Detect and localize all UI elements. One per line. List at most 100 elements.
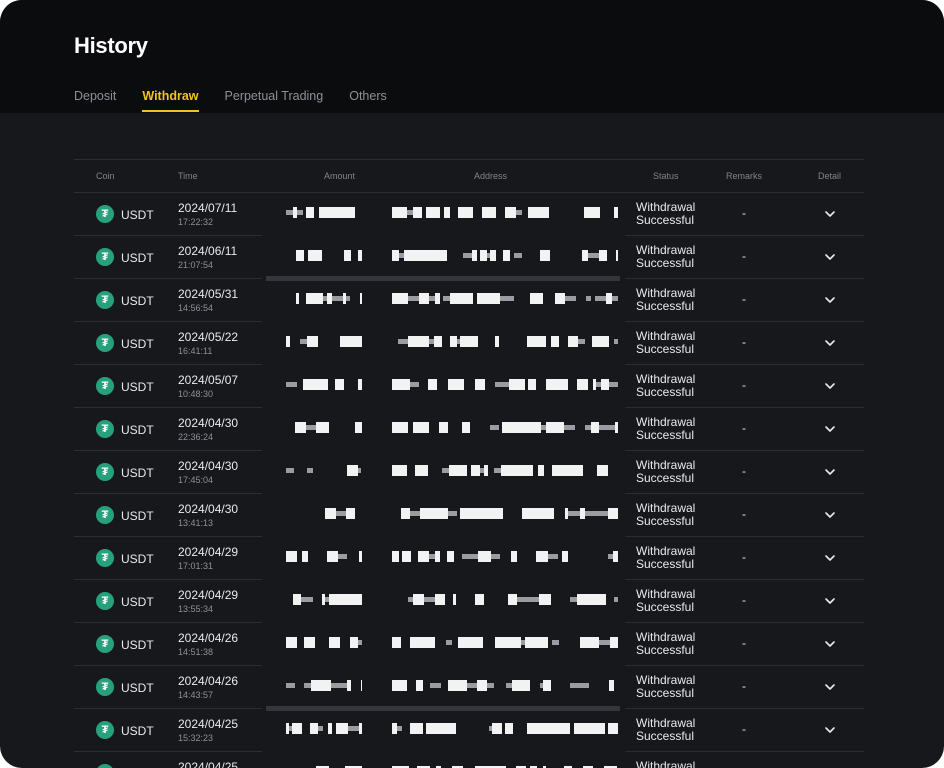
status-line: Withdrawal: [636, 200, 696, 214]
redacted-pixel: [494, 468, 501, 473]
chevron-down-icon[interactable]: [823, 379, 837, 393]
redacted-pixel: [568, 766, 572, 768]
table-row[interactable]: ₮ USDT 2024/04/30 22:36:24 Withdrawal Success…: [74, 408, 864, 451]
address-redacted: [382, 293, 618, 304]
tether-usdt-icon: ₮: [96, 635, 114, 653]
withdraw-time: 14:51:38: [178, 647, 214, 657]
redacted-pixel: [332, 296, 343, 301]
redacted-pixel: [314, 680, 318, 691]
redacted-pixel: [348, 250, 351, 261]
chevron-down-icon[interactable]: [823, 723, 837, 737]
chevron-down-icon[interactable]: [823, 551, 837, 565]
redacted-pixel: [310, 379, 320, 390]
table-row[interactable]: ₮ USDT 2024/04/26 14:43:57 Withdrawal Success…: [74, 666, 864, 711]
table-row[interactable]: ₮ USDT 2024/04/25 15:32:23 Withdrawal Success…: [74, 709, 864, 752]
redacted-pixel: [356, 336, 361, 347]
chevron-down-icon[interactable]: [823, 594, 837, 608]
tab-deposit[interactable]: Deposit: [74, 89, 117, 103]
redacted-pixel: [548, 554, 558, 559]
redacted-pixel: [459, 379, 464, 390]
redacted-pixel: [538, 465, 544, 476]
table-row[interactable]: ₮ USDT 2024/04/30 17:45:04 Withdrawal Success…: [74, 451, 864, 494]
redacted-pixel: [522, 508, 533, 519]
redacted-pixel: [359, 766, 362, 768]
chevron-down-icon[interactable]: [823, 336, 837, 350]
redacted-pixel: [616, 250, 618, 261]
chevron-down-icon[interactable]: [823, 465, 837, 479]
redacted-pixel: [311, 680, 314, 691]
table-row[interactable]: ₮ USDT 2024/05/22 16:41:11 Withdrawal Success…: [74, 322, 864, 365]
redacted-pixel: [608, 723, 617, 734]
redacted-pixel: [412, 250, 422, 261]
chevron-down-icon[interactable]: [823, 680, 837, 694]
table-row[interactable]: ₮ USDT 2024/05/07 10:48:30 Withdrawal Success…: [74, 365, 864, 408]
redacted-pixel: [419, 293, 422, 304]
tab-withdraw[interactable]: Withdraw: [142, 89, 199, 112]
redacted-pixel: [617, 723, 618, 734]
chevron-down-icon[interactable]: [823, 508, 837, 522]
chevron-down-icon[interactable]: [823, 250, 837, 264]
redacted-pixel: [346, 336, 356, 347]
redacted-pixel: [568, 511, 573, 516]
row-divider: [74, 278, 262, 279]
redacted-pixel: [574, 723, 583, 734]
status-text: Withdrawal Successful: [636, 588, 695, 614]
chevron-down-icon[interactable]: [823, 422, 837, 436]
redacted-pixel: [447, 551, 454, 562]
redacted-pixel: [392, 551, 399, 562]
amount-redacted: [270, 766, 362, 768]
coin-name: USDT: [121, 294, 154, 308]
redacted-pixel: [580, 637, 591, 648]
redacted-pixel: [392, 723, 397, 734]
redacted-pixel: [359, 723, 362, 734]
redacted-pixel: [424, 422, 429, 433]
redacted-pixel: [410, 723, 414, 734]
redacted-pixel: [327, 551, 338, 562]
redacted-pixel: [496, 508, 503, 519]
table-row[interactable]: ₮ USDT 2024/04/30 13:41:13 Withdrawal Success…: [74, 494, 864, 537]
table-row[interactable]: ₮ USDT 2024/04/26 14:51:38 Withdrawal Success…: [74, 623, 864, 666]
status-text: Withdrawal Successful: [636, 459, 695, 485]
redacted-pixel: [585, 379, 588, 390]
tether-usdt-icon: ₮: [96, 334, 114, 352]
withdraw-time: 13:55:34: [178, 604, 214, 614]
redacted-pixel: [515, 465, 519, 476]
redacted-pixel: [590, 594, 601, 605]
table-row[interactable]: ₮ USDT 2024/05/31 14:56:54 Withdrawal Success…: [74, 279, 864, 322]
redacted-pixel: [398, 339, 408, 344]
row-divider: [74, 708, 262, 709]
redacted-pixel: [521, 640, 525, 645]
table-row[interactable]: ₮ USDT 2024/06/11 21:07:54 Withdrawal Success…: [74, 236, 864, 281]
redacted-pixel: [617, 382, 618, 387]
tab-others[interactable]: Others: [349, 89, 387, 103]
table-row[interactable]: ₮ USDT 2024/04/29 13:55:34 Withdrawal Success…: [74, 580, 864, 623]
redacted-pixel: [509, 296, 514, 301]
redacted-pixel: [592, 723, 598, 734]
redacted-pixel: [538, 336, 546, 347]
redacted-pixel: [512, 680, 521, 691]
redacted-pixel: [486, 207, 493, 218]
amount-redacted: [270, 680, 362, 691]
redacted-pixel: [609, 382, 614, 387]
withdraw-date: 2024/05/07: [178, 373, 239, 387]
table-row[interactable]: ₮ USDT 2024/04/29 17:01:31 Withdrawal Success…: [74, 537, 864, 580]
redacted-pixel: [573, 511, 580, 516]
redacted-pixel: [483, 766, 493, 768]
chevron-down-icon[interactable]: [823, 207, 837, 221]
redacted-pixel: [608, 508, 613, 519]
redacted-pixel: [347, 680, 351, 691]
redacted-pixel: [415, 336, 422, 347]
redacted-pixel: [547, 508, 554, 519]
table-row[interactable]: ₮ USDT 2024/07/11 17:22:32 Withdrawal Success…: [74, 193, 864, 236]
redacted-pixel: [437, 723, 445, 734]
redacted-pixel: [463, 253, 472, 258]
chevron-down-icon[interactable]: [823, 637, 837, 651]
redacted-pixel: [413, 382, 419, 387]
tab-perpetual-trading[interactable]: Perpetual Trading: [224, 89, 324, 103]
header-detail: Detail: [818, 171, 842, 181]
chevron-down-icon[interactable]: [823, 293, 837, 307]
redacted-pixel: [297, 210, 303, 215]
redacted-pixel: [360, 293, 362, 304]
